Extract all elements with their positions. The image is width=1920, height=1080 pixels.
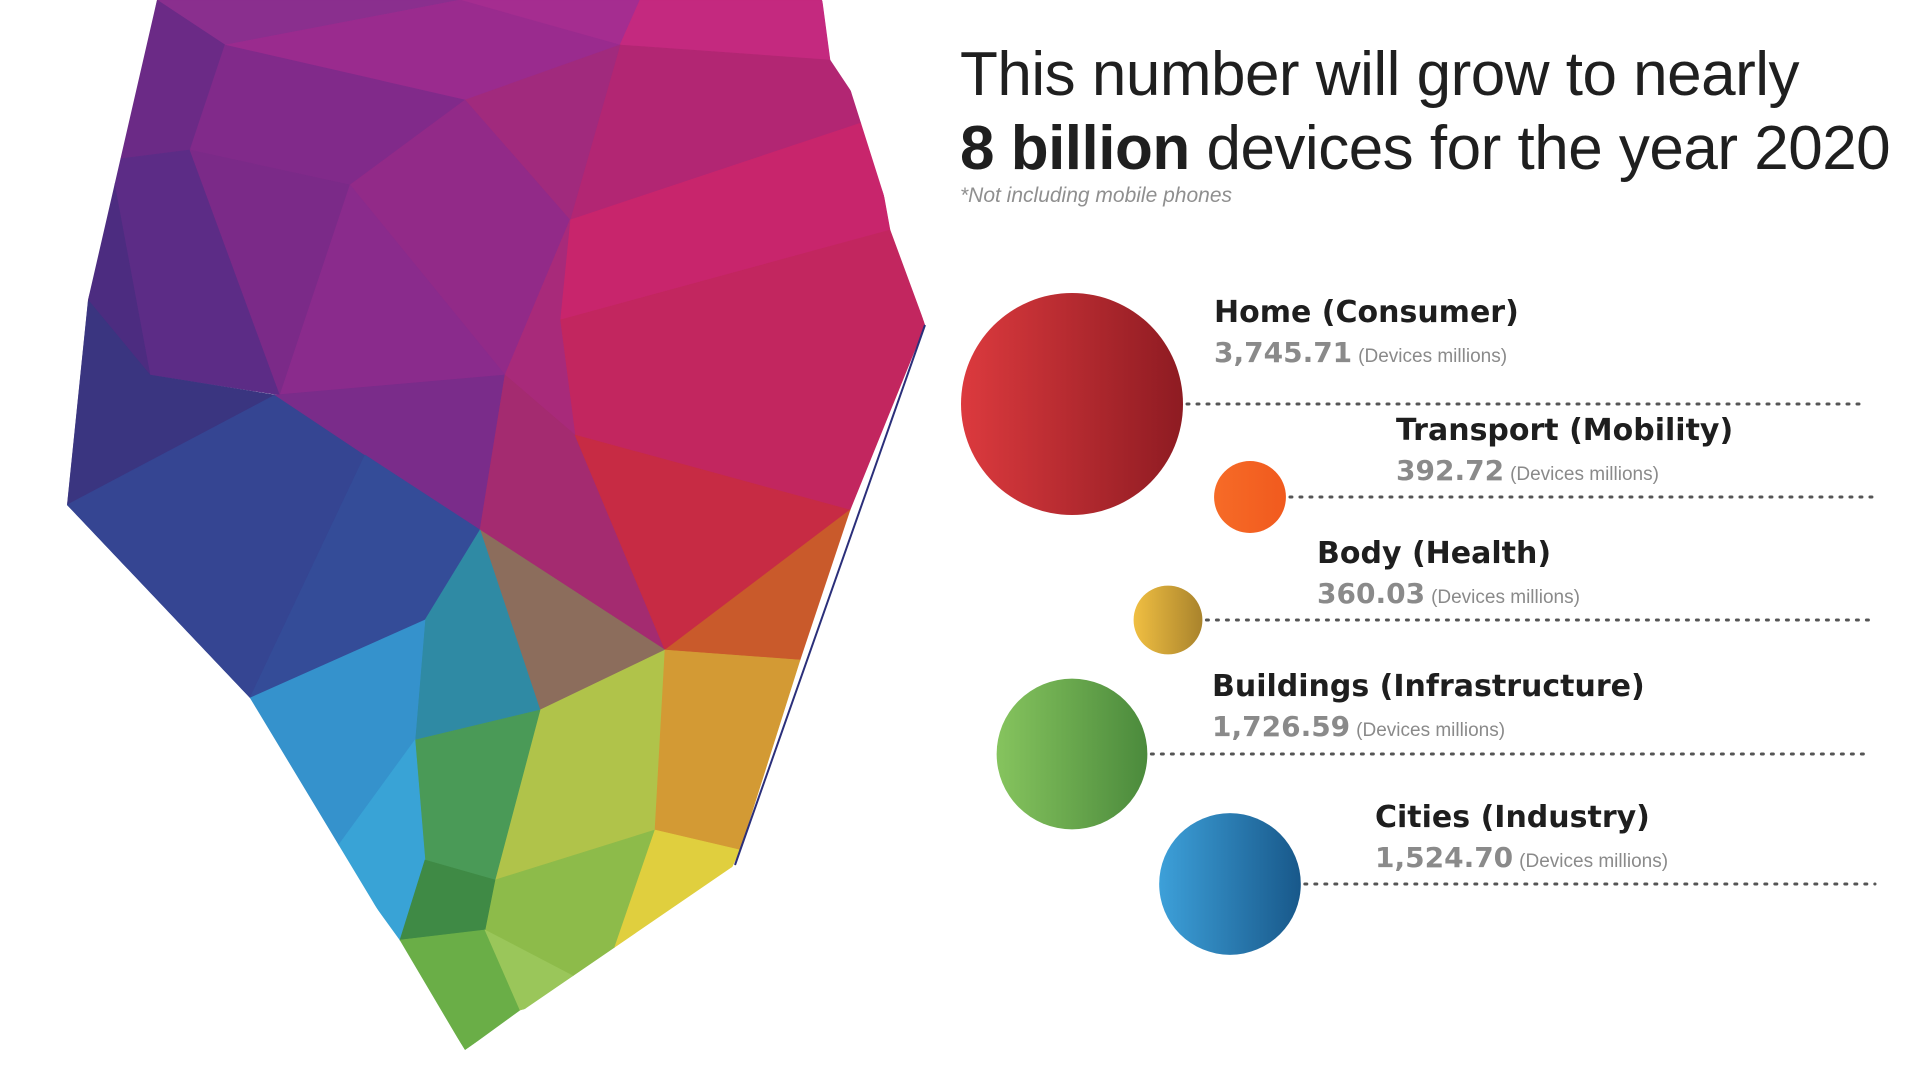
category-value: 1,524.70 (Devices millions) (1375, 843, 1668, 878)
polygon-gem-illustration (67, 0, 926, 1050)
bubble (1214, 461, 1286, 533)
category-name: Transport (Mobility) (1396, 413, 1734, 448)
category-value: 360.03 (Devices millions) (1317, 579, 1580, 614)
category-label: Buildings (Infrastructure) 1,726.59 (Devic… (1212, 670, 1645, 747)
bubble (961, 293, 1183, 515)
category-value: 392.72 (Devices millions) (1396, 456, 1733, 491)
category-name: Home (Consumer) (1214, 295, 1519, 330)
category-value: 1,726.59 (Devices millions) (1212, 712, 1645, 747)
headline-highlight: 8 billion (960, 114, 1190, 183)
bubble (996, 678, 1148, 830)
value-unit: (Devices millions) (1358, 346, 1508, 367)
footnote: *Not including mobile phones (960, 184, 1233, 207)
bubble (1133, 585, 1203, 655)
category-label: Body (Health) 360.03 (Devices millions) (1317, 537, 1580, 614)
category-label: Home (Consumer) 3,745.71 (Devices millions… (1214, 296, 1519, 373)
category-value: 3,745.71 (Devices millions) (1214, 338, 1519, 373)
category-name: Cities (Industry) (1375, 800, 1650, 835)
value-number: 360.03 (1317, 577, 1426, 610)
headline: This number will grow to nearly 8 billio… (960, 38, 1900, 208)
value-number: 1,524.70 (1375, 841, 1514, 874)
value-unit: (Devices millions) (1510, 464, 1659, 485)
value-number: 3,745.71 (1214, 336, 1353, 369)
bubble (1159, 813, 1301, 955)
value-unit: (Devices millions) (1431, 587, 1580, 608)
headline-line2: 8 billion devices for the year 2020 (960, 112, 1900, 186)
value-number: 392.72 (1396, 454, 1505, 487)
headline-line2-rest: devices for the year 2020 (1189, 114, 1891, 183)
category-label: Cities (Industry) 1,524.70 (Devices millio… (1375, 801, 1668, 878)
headline-line1: This number will grow to nearly (960, 40, 1800, 109)
category-name: Buildings (Infrastructure) (1212, 669, 1645, 704)
value-number: 1,726.59 (1212, 710, 1351, 743)
value-unit: (Devices millions) (1519, 851, 1669, 872)
category-label: Transport (Mobility) 392.72 (Devices milli… (1396, 414, 1733, 491)
category-name: Body (Health) (1317, 536, 1552, 571)
value-unit: (Devices millions) (1356, 720, 1506, 741)
